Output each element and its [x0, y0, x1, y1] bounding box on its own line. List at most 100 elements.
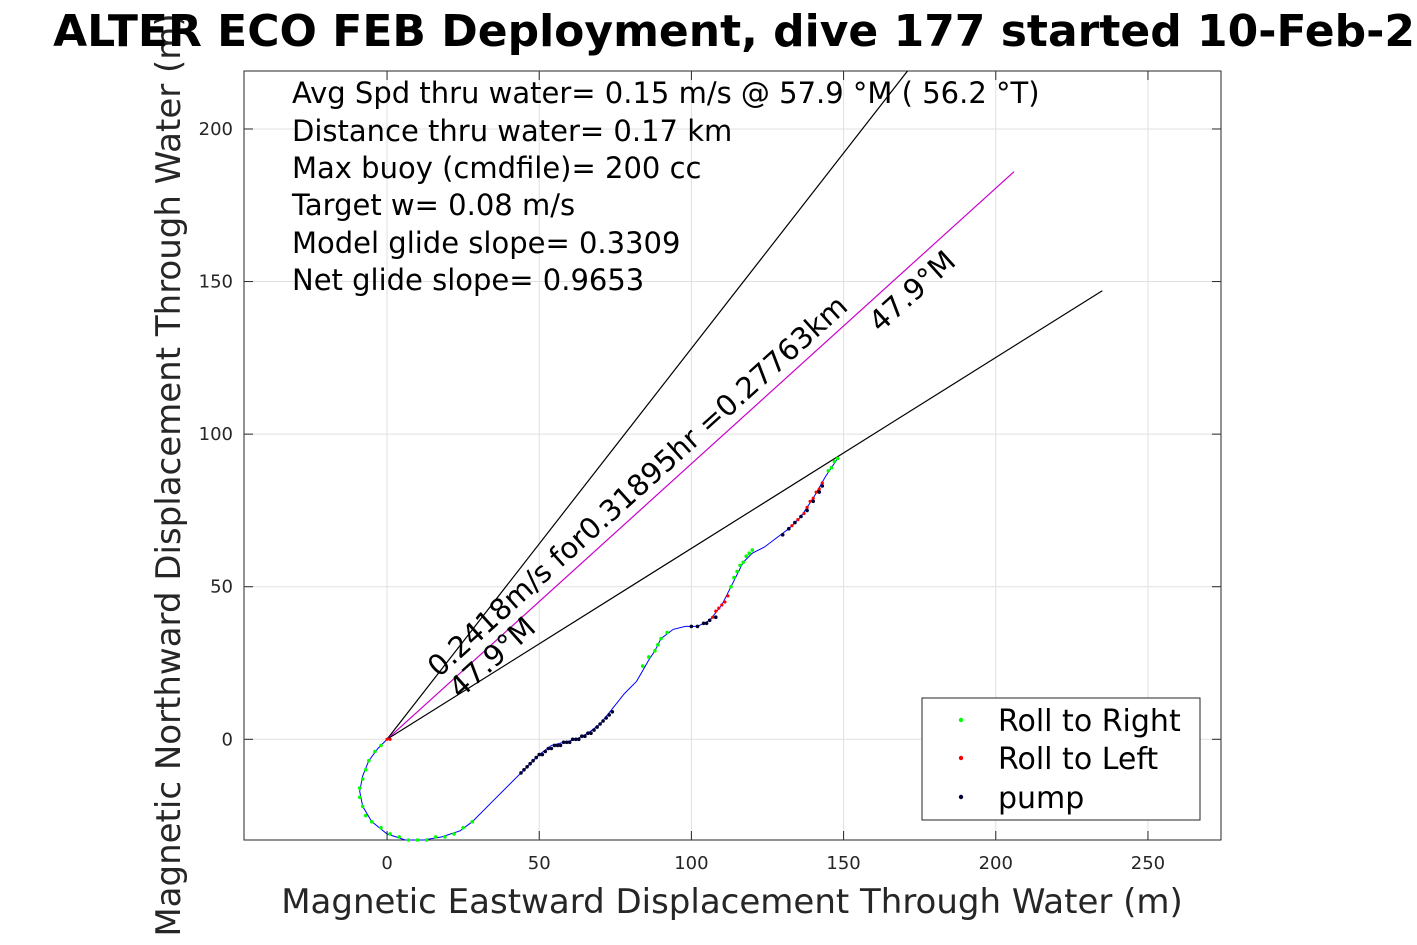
- marker-pump: [583, 734, 587, 738]
- marker-roll-to-right: [452, 832, 456, 836]
- marker-roll-to-right: [360, 777, 365, 781]
- x-tick-label: 100: [674, 853, 708, 874]
- marker-pump: [592, 728, 596, 732]
- marker-roll-to-left: [723, 600, 727, 604]
- line-upper-bound: [386, 70, 908, 740]
- annotation-max-buoy: Max buoy (cmdfile)= 200 cc: [292, 151, 701, 185]
- legend: Roll to Right Roll to Left pump: [921, 697, 1201, 821]
- marker-roll-to-right: [729, 584, 733, 589]
- marker-pump: [805, 508, 809, 513]
- marker-roll-to-left: [388, 737, 392, 741]
- track-markers: [357, 456, 840, 842]
- marker-roll-to-right: [747, 551, 751, 555]
- marker-pump: [589, 731, 593, 735]
- annotation-net-glide: Net glide slope= 0.9653: [292, 263, 644, 297]
- marker-pump: [552, 743, 557, 748]
- marker-roll-to-right: [640, 664, 645, 668]
- marker-roll-to-left: [817, 487, 821, 491]
- marker-roll-to-left: [711, 615, 715, 619]
- y-tick-label: 100: [199, 424, 233, 445]
- marker-pump: [558, 743, 563, 748]
- annotation-block: Avg Spd thru water= 0.15 m/s @ 57.9 °M (…: [291, 76, 1040, 297]
- marker-roll-to-right: [647, 655, 651, 659]
- marker-roll-to-left: [714, 609, 718, 613]
- annotation-distance: Distance thru water= 0.17 km: [292, 114, 732, 148]
- marker-pump: [531, 758, 535, 763]
- marker-roll-to-right: [735, 569, 739, 574]
- y-tick-label: 50: [210, 577, 233, 598]
- marker-roll-to-right: [832, 459, 837, 464]
- x-tick-label: 250: [1131, 853, 1165, 874]
- reference-lines: [386, 70, 1103, 740]
- marker-pump: [604, 716, 608, 720]
- marker-pump: [586, 731, 590, 735]
- marker-roll-to-left: [720, 603, 724, 607]
- marker-roll-to-right: [443, 835, 447, 839]
- marker-roll-to-left: [820, 481, 824, 485]
- marker-roll-to-left: [814, 490, 818, 494]
- marker-pump: [570, 737, 575, 742]
- marker-pump: [780, 533, 785, 537]
- legend-box: [921, 697, 1201, 821]
- marker-roll-to-right: [732, 575, 736, 580]
- marker-roll-to-left: [802, 511, 806, 516]
- x-tick-label: 150: [826, 853, 860, 874]
- marker-pump: [701, 621, 706, 626]
- marker-roll-to-right: [363, 813, 368, 818]
- marker-roll-to-left: [385, 737, 389, 741]
- marker-roll-to-left: [796, 518, 800, 522]
- marker-pump: [564, 740, 569, 745]
- marker-roll-to-right: [397, 835, 402, 839]
- y-axis-label: Magnetic Northward Displacement Through …: [149, 13, 189, 936]
- x-tick-label: 50: [528, 853, 551, 874]
- line-lower-bound: [386, 290, 1103, 740]
- marker-roll-to-right: [357, 795, 362, 800]
- annotation-avg-speed: Avg Spd thru water= 0.15 m/s @ 57.9 °M (…: [292, 76, 1040, 110]
- marker-pump: [577, 737, 581, 742]
- axis-ticks: 0 50 100 150 200 250 0 50 100 150 200: [199, 71, 1221, 874]
- marker-roll-to-right: [656, 642, 660, 647]
- y-tick-label: 150: [199, 272, 233, 293]
- marker-pump: [787, 526, 791, 531]
- marker-pump: [799, 514, 803, 519]
- marker-roll-to-right: [424, 838, 429, 842]
- marker-pump: [519, 771, 523, 775]
- marker-pump: [598, 722, 602, 726]
- marker-pump: [820, 484, 825, 488]
- marker-roll-to-right: [379, 743, 383, 748]
- marker-roll-to-right: [741, 560, 745, 565]
- y-tick-label: 0: [222, 729, 233, 750]
- marker-pump: [567, 740, 572, 745]
- marker-roll-to-right: [406, 838, 411, 842]
- marker-roll-to-right: [659, 636, 663, 641]
- marker-pump: [537, 752, 541, 757]
- marker-roll-to-right: [835, 456, 840, 461]
- marker-pump: [574, 737, 578, 742]
- marker-roll-to-right: [373, 749, 377, 754]
- marker-roll-to-right: [744, 554, 748, 558]
- marker-pump: [528, 761, 532, 766]
- marker-pump: [610, 710, 615, 714]
- y-tick-label: 200: [199, 119, 233, 140]
- marker-roll-to-right: [363, 768, 368, 772]
- marker-pump: [540, 752, 545, 757]
- marker-roll-to-left: [790, 524, 794, 528]
- legend-label-pump: pump: [998, 781, 1084, 816]
- marker-roll-to-right: [750, 548, 755, 552]
- annotation-model-glide: Model glide slope= 0.3309: [292, 226, 680, 260]
- x-tick-label: 200: [979, 853, 1013, 874]
- marker-roll-to-right: [826, 469, 831, 473]
- marker-pump: [546, 746, 551, 751]
- marker-roll-to-left: [811, 496, 815, 500]
- marker-pump: [555, 743, 560, 748]
- legend-marker-roll-left: [958, 755, 964, 761]
- marker-pump: [595, 725, 599, 729]
- marker-pump: [601, 719, 605, 723]
- marker-pump: [793, 520, 797, 525]
- legend-marker-roll-right: [958, 717, 964, 723]
- marker-roll-to-right: [367, 758, 371, 763]
- marker-pump: [607, 713, 611, 717]
- marker-roll-to-left: [717, 606, 721, 610]
- marker-roll-to-right: [357, 786, 362, 790]
- grid: [244, 71, 1221, 840]
